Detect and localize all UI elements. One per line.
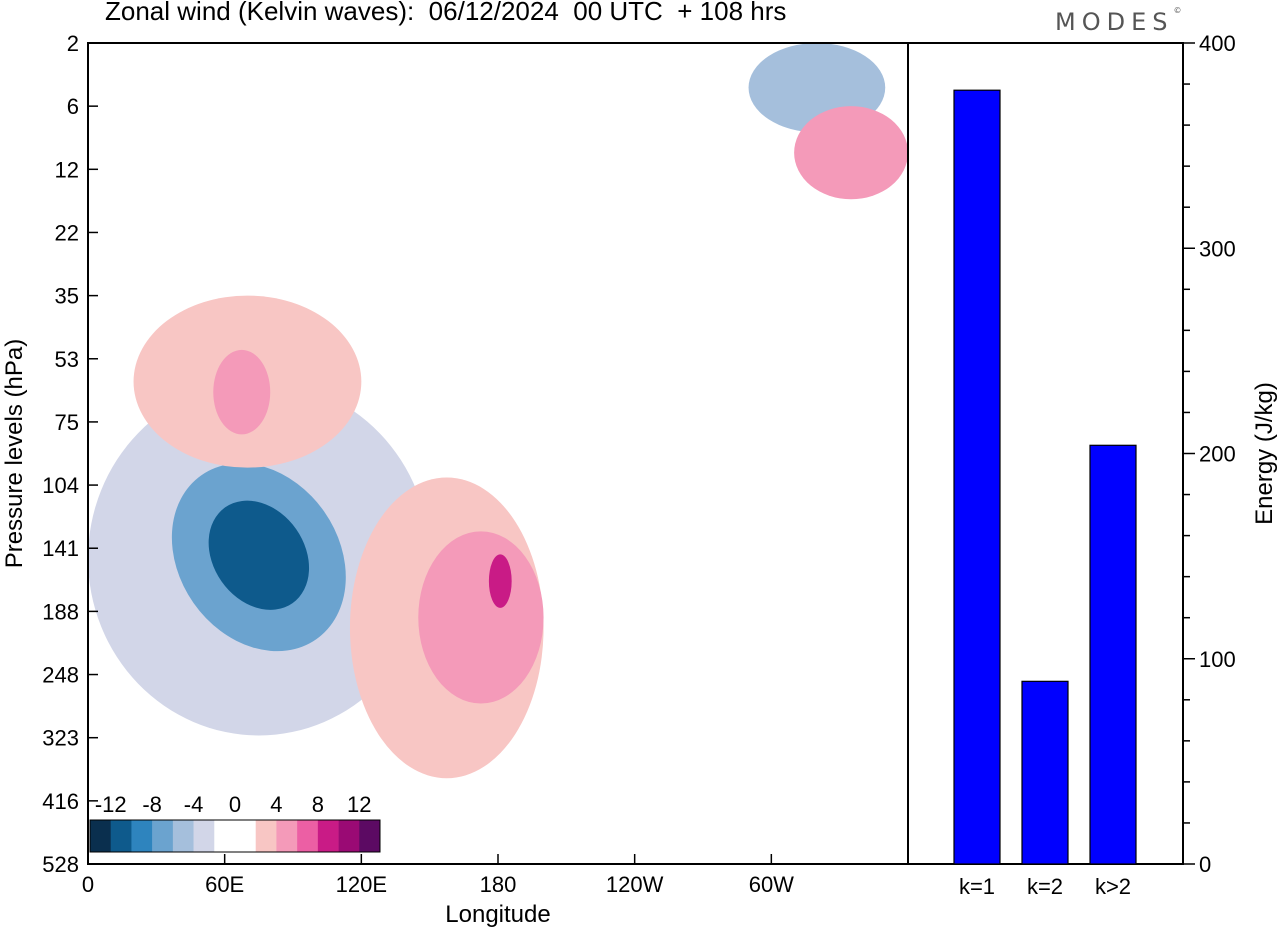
y-tick-label: 2	[67, 31, 79, 56]
bar-category-label: k>2	[1095, 874, 1131, 899]
wind-feature-positive-9	[794, 106, 908, 200]
y-tick-label: 188	[42, 599, 79, 624]
energy-tick-label: 400	[1199, 31, 1236, 56]
wind-anomaly-field	[88, 43, 908, 779]
y-tick-label: 528	[42, 852, 79, 877]
colorbar-cell	[235, 820, 257, 852]
wind-feature-positive-5	[488, 554, 512, 608]
y-tick-label: 416	[42, 789, 79, 814]
colorbar-cell	[338, 820, 360, 852]
y-tick-label: 141	[42, 536, 79, 561]
y-tick-label: 104	[42, 473, 79, 498]
colorbar-cell	[359, 820, 381, 852]
brand-name: MODES	[1055, 8, 1174, 36]
x-tick-label: 60E	[205, 872, 244, 897]
colorbar-cell	[317, 820, 339, 852]
colorbar-cell	[152, 820, 174, 852]
colorbar-label: 8	[312, 792, 324, 817]
energy-tick-label: 100	[1199, 647, 1236, 672]
y-tick-label: 12	[55, 157, 79, 182]
y-tick-label: 6	[67, 94, 79, 119]
colorbar-cell	[297, 820, 319, 852]
x-tick-label: 0	[82, 872, 94, 897]
energy-bars: k=1 k=2 k>2	[953, 89, 1137, 899]
colorbar-cell	[131, 820, 153, 852]
x-tick-label: 180	[480, 872, 517, 897]
colorbar-cell	[214, 820, 236, 852]
brand-logo: MODES©	[1055, 6, 1182, 36]
y-tick-label: 53	[55, 347, 79, 372]
y-tick-label: 35	[55, 284, 79, 309]
x-axis-title: Longitude	[445, 901, 550, 928]
energy-tick-label: 300	[1199, 236, 1236, 261]
x-tick-label: 120W	[606, 872, 664, 897]
y-tick-label: 323	[42, 726, 79, 751]
x-tick-label: 60W	[749, 872, 794, 897]
y-axis-title: Pressure levels (hPa)	[1, 339, 28, 568]
wind-feature-positive-4	[418, 531, 544, 704]
colorbar-label: 12	[347, 792, 371, 817]
colorbar-cell	[193, 820, 215, 852]
colorbar-cell	[90, 820, 112, 852]
colorbar-cell	[255, 820, 277, 852]
colorbar-label: 4	[270, 792, 282, 817]
colorbar-label: 0	[229, 792, 241, 817]
y-tick-label: 248	[42, 663, 79, 688]
axis-labels: Longitude Pressure levels (hPa) Energy (J/…	[1, 339, 1278, 928]
energy-bar	[1021, 680, 1069, 865]
y-tick-label: 22	[55, 220, 79, 245]
energy-tick-label: 200	[1199, 442, 1236, 467]
energy-bar	[1089, 444, 1137, 865]
energy-bar	[953, 89, 1001, 865]
x-tick-label: 120E	[336, 872, 387, 897]
bar-category-label: k=1	[959, 874, 995, 899]
colorbar-cell	[276, 820, 298, 852]
colorbar-label: -12	[95, 792, 127, 817]
wind-feature-positive-7	[213, 349, 271, 435]
y-tick-label: 75	[55, 410, 79, 435]
wind-feature-negative-2	[208, 500, 310, 610]
energy-axis-title: Energy (J/kg)	[1251, 382, 1278, 525]
bar-category-label: k=2	[1027, 874, 1063, 899]
chart-title: Zonal wind (Kelvin waves): 06/12/2024 00…	[105, 0, 787, 26]
colorbar-cell	[110, 820, 132, 852]
colorbar: -12 -8 -4 0 4 8 12	[88, 790, 382, 854]
colorbar-label: -8	[142, 792, 162, 817]
colorbar-label: -4	[184, 792, 204, 817]
brand-mark: ©	[1173, 6, 1182, 15]
energy-tick-label: 0	[1199, 852, 1211, 877]
colorbar-border	[89, 819, 381, 853]
colorbar-cell	[172, 820, 194, 852]
